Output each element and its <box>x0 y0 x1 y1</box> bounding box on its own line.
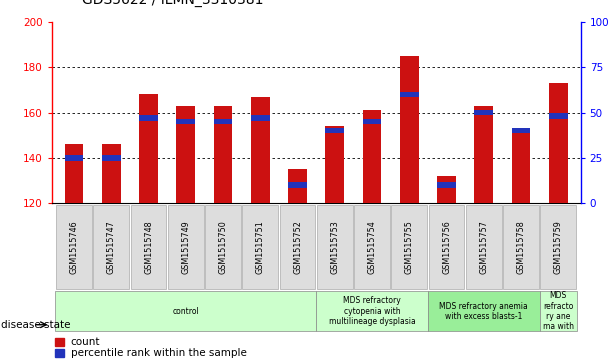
Bar <box>549 113 568 119</box>
Text: MDS refractory anemia
with excess blasts-1: MDS refractory anemia with excess blasts… <box>440 302 528 321</box>
Text: GSM1515750: GSM1515750 <box>218 220 227 274</box>
Bar <box>214 106 232 203</box>
Bar <box>288 182 307 188</box>
FancyBboxPatch shape <box>205 205 241 289</box>
Bar <box>102 155 120 160</box>
Text: GSM1515756: GSM1515756 <box>442 220 451 274</box>
Text: GSM1515758: GSM1515758 <box>517 220 525 274</box>
Bar <box>325 126 344 203</box>
FancyBboxPatch shape <box>354 205 390 289</box>
Bar <box>64 155 83 160</box>
Text: GSM1515759: GSM1515759 <box>554 220 563 274</box>
Text: count: count <box>71 337 100 347</box>
Text: GSM1515749: GSM1515749 <box>181 220 190 274</box>
Text: percentile rank within the sample: percentile rank within the sample <box>71 348 246 358</box>
Bar <box>549 83 568 203</box>
Bar <box>176 106 195 203</box>
Bar <box>55 350 64 357</box>
Bar <box>139 94 158 203</box>
Text: GSM1515752: GSM1515752 <box>293 220 302 274</box>
Bar <box>288 169 307 203</box>
Bar <box>325 128 344 133</box>
FancyBboxPatch shape <box>541 205 576 289</box>
Text: MDS
refracto
ry ane
ma with: MDS refracto ry ane ma with <box>543 291 574 331</box>
Bar <box>512 131 530 203</box>
FancyBboxPatch shape <box>131 205 167 289</box>
Bar <box>251 115 269 121</box>
Text: GSM1515754: GSM1515754 <box>368 220 376 274</box>
Bar <box>363 119 381 124</box>
Bar <box>437 176 456 203</box>
Bar <box>214 119 232 124</box>
FancyBboxPatch shape <box>466 205 502 289</box>
Text: GDS5622 / ILMN_3310381: GDS5622 / ILMN_3310381 <box>82 0 264 7</box>
Bar <box>400 91 418 97</box>
FancyBboxPatch shape <box>56 205 92 289</box>
Bar <box>512 128 530 133</box>
Bar <box>64 144 83 203</box>
FancyBboxPatch shape <box>503 205 539 289</box>
FancyBboxPatch shape <box>316 291 428 331</box>
Bar <box>251 97 269 203</box>
Text: GSM1515747: GSM1515747 <box>107 220 116 274</box>
Bar <box>176 119 195 124</box>
FancyBboxPatch shape <box>243 205 278 289</box>
FancyBboxPatch shape <box>429 205 465 289</box>
FancyBboxPatch shape <box>55 291 316 331</box>
Text: control: control <box>173 307 199 316</box>
Text: GSM1515757: GSM1515757 <box>479 220 488 274</box>
Text: GSM1515755: GSM1515755 <box>405 220 414 274</box>
Bar <box>474 110 493 115</box>
FancyBboxPatch shape <box>428 291 540 331</box>
FancyBboxPatch shape <box>540 291 577 331</box>
FancyBboxPatch shape <box>94 205 129 289</box>
Bar <box>363 110 381 203</box>
Bar <box>102 144 120 203</box>
FancyBboxPatch shape <box>168 205 204 289</box>
FancyBboxPatch shape <box>317 205 353 289</box>
Text: GSM1515746: GSM1515746 <box>69 220 78 274</box>
Text: GSM1515753: GSM1515753 <box>330 220 339 274</box>
Bar <box>400 56 418 203</box>
Text: MDS refractory
cytopenia with
multilineage dysplasia: MDS refractory cytopenia with multilinea… <box>329 296 415 326</box>
Bar <box>474 106 493 203</box>
Bar <box>139 115 158 121</box>
Text: GSM1515751: GSM1515751 <box>256 220 264 274</box>
Text: GSM1515748: GSM1515748 <box>144 220 153 274</box>
FancyBboxPatch shape <box>280 205 316 289</box>
Bar <box>437 182 456 188</box>
Bar <box>55 338 64 346</box>
FancyBboxPatch shape <box>392 205 427 289</box>
Text: disease state: disease state <box>1 320 71 330</box>
